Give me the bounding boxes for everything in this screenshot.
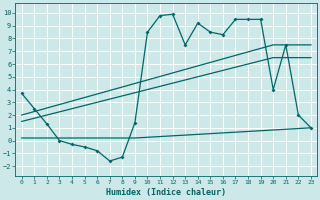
X-axis label: Humidex (Indice chaleur): Humidex (Indice chaleur) [106, 188, 226, 197]
